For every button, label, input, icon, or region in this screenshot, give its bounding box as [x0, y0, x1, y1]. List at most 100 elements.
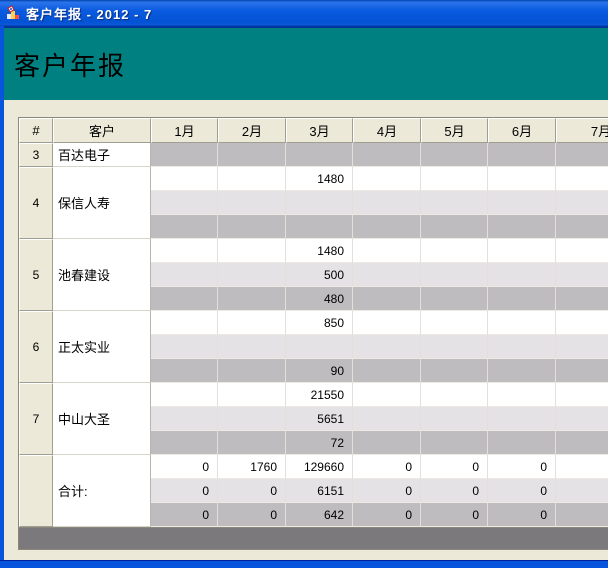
row-num-cell: 6	[19, 311, 53, 383]
value-cell	[556, 143, 608, 167]
col-header-month: 4月	[353, 118, 421, 143]
value-cell: 0	[151, 479, 218, 503]
col-header-month: 6月	[488, 118, 556, 143]
value-cell: 0	[421, 503, 488, 527]
table-row	[19, 215, 608, 239]
value-cell	[151, 191, 218, 215]
value-cell	[218, 167, 286, 191]
value-cell	[218, 143, 286, 167]
col-header-num: #	[19, 118, 53, 143]
value-cell	[556, 263, 608, 287]
value-cell: 0	[353, 455, 421, 479]
value-cell	[488, 383, 556, 407]
col-header-month: 2月	[218, 118, 286, 143]
value-cell	[353, 215, 421, 239]
value-cell	[421, 431, 488, 455]
value-cell: 21550	[286, 383, 353, 407]
value-cell	[488, 191, 556, 215]
value-cell	[151, 239, 218, 263]
value-cell	[421, 167, 488, 191]
table-header-row: # 客户 1月 2月 3月 4月 5月 6月 7月	[19, 118, 608, 143]
col-header-customer: 客户	[53, 118, 151, 143]
value-cell	[556, 215, 608, 239]
app-icon[interactable]	[5, 5, 21, 21]
value-cell	[421, 335, 488, 359]
window-frame-top	[0, 26, 608, 28]
value-cell	[488, 311, 556, 335]
customer-cell: 正太实业	[53, 311, 151, 383]
value-cell	[151, 407, 218, 431]
value-cell: 0	[488, 503, 556, 527]
customer-cell: 池春建设	[53, 239, 151, 311]
table-row	[19, 191, 608, 215]
value-cell	[421, 239, 488, 263]
value-cell: 6151	[286, 479, 353, 503]
value-cell	[353, 311, 421, 335]
table-row	[19, 335, 608, 359]
value-cell: 5651	[286, 407, 353, 431]
totals-row: 0 0 6151 0 0 0	[19, 479, 608, 503]
title-bar[interactable]: 客户年报 - 2012 - 7	[0, 0, 608, 26]
table-row: 480	[19, 287, 608, 311]
value-cell	[488, 143, 556, 167]
value-cell: 0	[353, 479, 421, 503]
value-cell	[151, 143, 218, 167]
row-num-cell: 5	[19, 239, 53, 311]
value-cell: 90	[286, 359, 353, 383]
value-cell: 0	[488, 455, 556, 479]
value-cell	[421, 191, 488, 215]
row-num-cell	[19, 455, 53, 527]
row-num-cell: 3	[19, 143, 53, 167]
value-cell	[218, 383, 286, 407]
value-cell	[218, 215, 286, 239]
table-row: 6 正太实业 850	[19, 311, 608, 383]
value-cell	[218, 407, 286, 431]
value-cell: 0	[421, 455, 488, 479]
table-row: 7 中山大圣 21550	[19, 383, 608, 455]
value-cell	[218, 287, 286, 311]
value-cell	[286, 335, 353, 359]
value-cell	[488, 239, 556, 263]
table-row: 5651	[19, 407, 608, 431]
value-cell	[556, 311, 608, 335]
value-cell	[151, 215, 218, 239]
value-cell	[151, 311, 218, 335]
value-cell: 500	[286, 263, 353, 287]
value-cell: 850	[286, 311, 353, 335]
value-cell	[421, 287, 488, 311]
window-frame-bottom	[0, 560, 608, 568]
value-cell	[421, 383, 488, 407]
table-row: 5 池春建设 1480	[19, 239, 608, 311]
value-cell	[556, 191, 608, 215]
value-cell	[556, 407, 608, 431]
value-cell	[488, 431, 556, 455]
customer-cell: 百达电子	[53, 143, 151, 167]
value-cell: 1480	[286, 167, 353, 191]
value-cell	[556, 479, 608, 503]
value-cell	[353, 143, 421, 167]
value-cell	[488, 263, 556, 287]
value-cell	[488, 359, 556, 383]
value-cell	[218, 191, 286, 215]
value-cell	[421, 359, 488, 383]
table-row: 500	[19, 263, 608, 287]
value-cell	[421, 407, 488, 431]
value-cell	[353, 167, 421, 191]
value-cell	[353, 287, 421, 311]
value-cell: 0	[488, 479, 556, 503]
report-title: 客户年报	[14, 51, 127, 81]
value-cell	[421, 311, 488, 335]
value-cell	[353, 431, 421, 455]
table-row: 72	[19, 431, 608, 455]
value-cell	[353, 407, 421, 431]
value-cell: 0	[151, 503, 218, 527]
value-cell	[286, 191, 353, 215]
value-cell: 0	[421, 479, 488, 503]
value-cell	[218, 359, 286, 383]
row-num-cell: 7	[19, 383, 53, 455]
value-cell	[488, 335, 556, 359]
value-cell	[421, 143, 488, 167]
value-cell	[556, 239, 608, 263]
col-header-month: 3月	[286, 118, 353, 143]
